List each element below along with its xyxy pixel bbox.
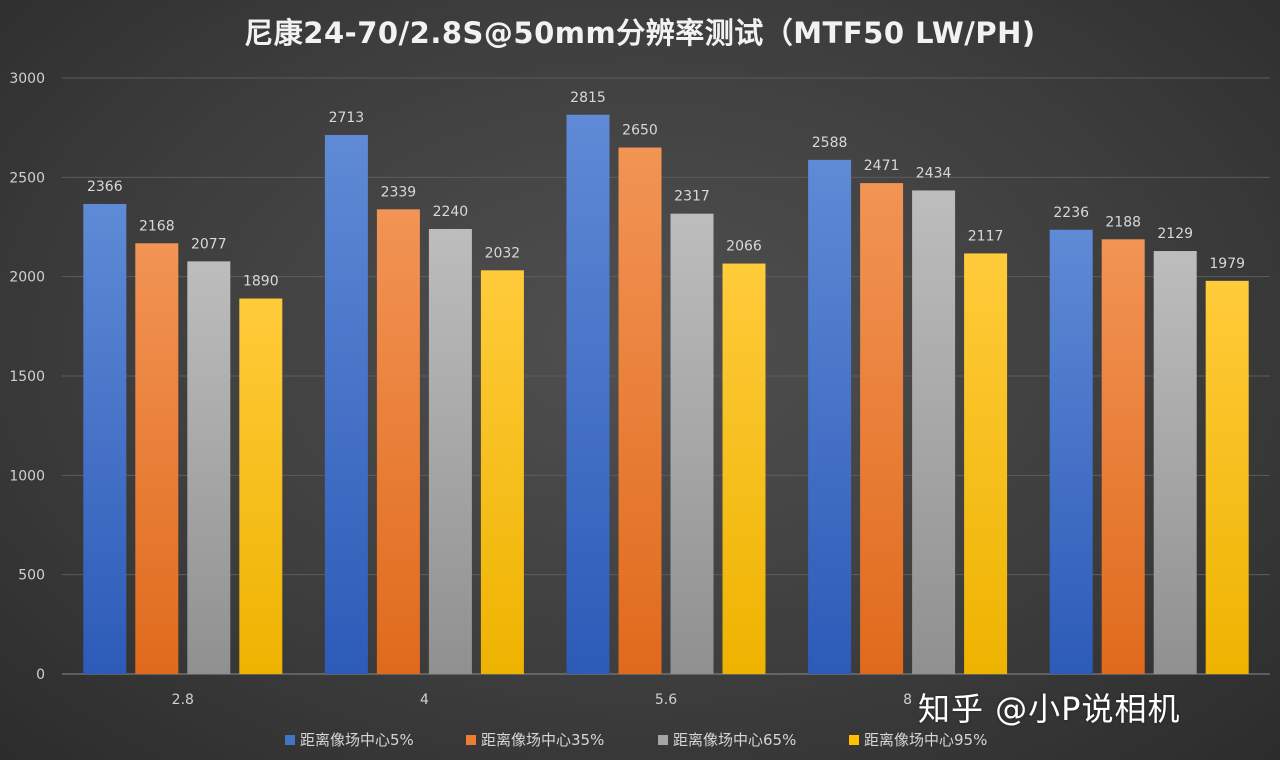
legend-swatch	[849, 734, 859, 745]
chart-title: 尼康24-70/2.8S@50mm分辨率测试（MTF50 LW/PH)	[244, 16, 1036, 50]
bar	[324, 135, 368, 674]
y-tick-label: 3000	[9, 71, 45, 87]
y-tick-label: 0	[36, 667, 45, 683]
data-label: 2168	[139, 218, 175, 234]
legend: 距离像场中心5% 距离像场中心35% 距离像场中心65% 距离像场中心95%	[0, 729, 1280, 751]
legend-swatch	[658, 734, 668, 745]
bar	[670, 213, 714, 674]
data-label: 2713	[329, 110, 365, 126]
legend-swatch	[285, 734, 295, 745]
watermark: 知乎 @小P说相机	[918, 690, 1181, 728]
x-tick-label: 5.6	[655, 692, 677, 708]
legend-label: 距离像场中心65%	[673, 731, 797, 749]
y-tick-label: 2000	[9, 270, 45, 286]
bar	[808, 159, 852, 675]
bar	[860, 183, 904, 674]
bar	[1101, 239, 1145, 675]
bar	[187, 261, 231, 674]
legend-label: 距离像场中心35%	[481, 731, 605, 749]
y-tick-label: 1500	[9, 369, 45, 385]
data-label: 2434	[916, 165, 952, 181]
data-label: 2339	[381, 184, 417, 200]
bar	[239, 298, 283, 674]
data-label: 2240	[433, 204, 469, 220]
bar	[1153, 251, 1197, 674]
data-label: 2471	[864, 158, 900, 174]
legend-item: 距离像场中心5%	[285, 729, 414, 750]
bar	[376, 209, 420, 674]
x-tick-label: 8	[903, 692, 912, 708]
y-tick-label: 2500	[9, 170, 45, 186]
legend-label: 距离像场中心5%	[300, 731, 414, 749]
legend-swatch	[466, 734, 476, 745]
data-label: 2077	[191, 236, 227, 252]
data-label: 2650	[622, 123, 658, 139]
data-labels: 2366 2168 2077 1890 2713 2339 2240 2032 2815 2650…	[87, 90, 1245, 290]
x-tick-label: 2.8	[172, 692, 194, 708]
data-label: 2317	[674, 189, 710, 205]
bar	[1049, 229, 1093, 675]
data-label: 2066	[726, 239, 762, 255]
y-axis-ticks: 0 500 1000 1500 2000 2500 3000	[9, 71, 45, 683]
data-label: 2117	[968, 228, 1004, 244]
x-tick-label: 4	[420, 692, 429, 708]
data-label: 2588	[812, 135, 848, 151]
bar	[618, 147, 662, 675]
bars	[83, 114, 1249, 675]
data-label: 2032	[485, 245, 521, 261]
x-axis-ticks: 2.8 4 5.6 8	[172, 692, 912, 708]
data-label: 2815	[570, 90, 606, 106]
data-label: 2236	[1053, 205, 1089, 221]
data-label: 2188	[1105, 214, 1141, 230]
bar	[566, 114, 610, 674]
legend-label: 距离像场中心95%	[864, 731, 988, 749]
bar	[1205, 280, 1249, 674]
data-label: 1890	[243, 274, 279, 290]
y-tick-label: 500	[18, 568, 45, 584]
data-label: 2129	[1157, 226, 1193, 242]
bar	[964, 253, 1008, 674]
bar	[135, 243, 179, 675]
data-label: 2366	[87, 179, 123, 195]
bar	[912, 190, 956, 675]
y-tick-label: 1000	[9, 468, 45, 484]
legend-item: 距离像场中心95%	[849, 729, 987, 750]
legend-item: 距离像场中心65%	[658, 729, 796, 750]
bar	[480, 270, 524, 674]
bar	[722, 263, 766, 674]
bar	[428, 228, 472, 674]
legend-item: 距离像场中心35%	[466, 729, 604, 750]
data-label: 1979	[1209, 256, 1245, 272]
bar	[83, 203, 127, 675]
